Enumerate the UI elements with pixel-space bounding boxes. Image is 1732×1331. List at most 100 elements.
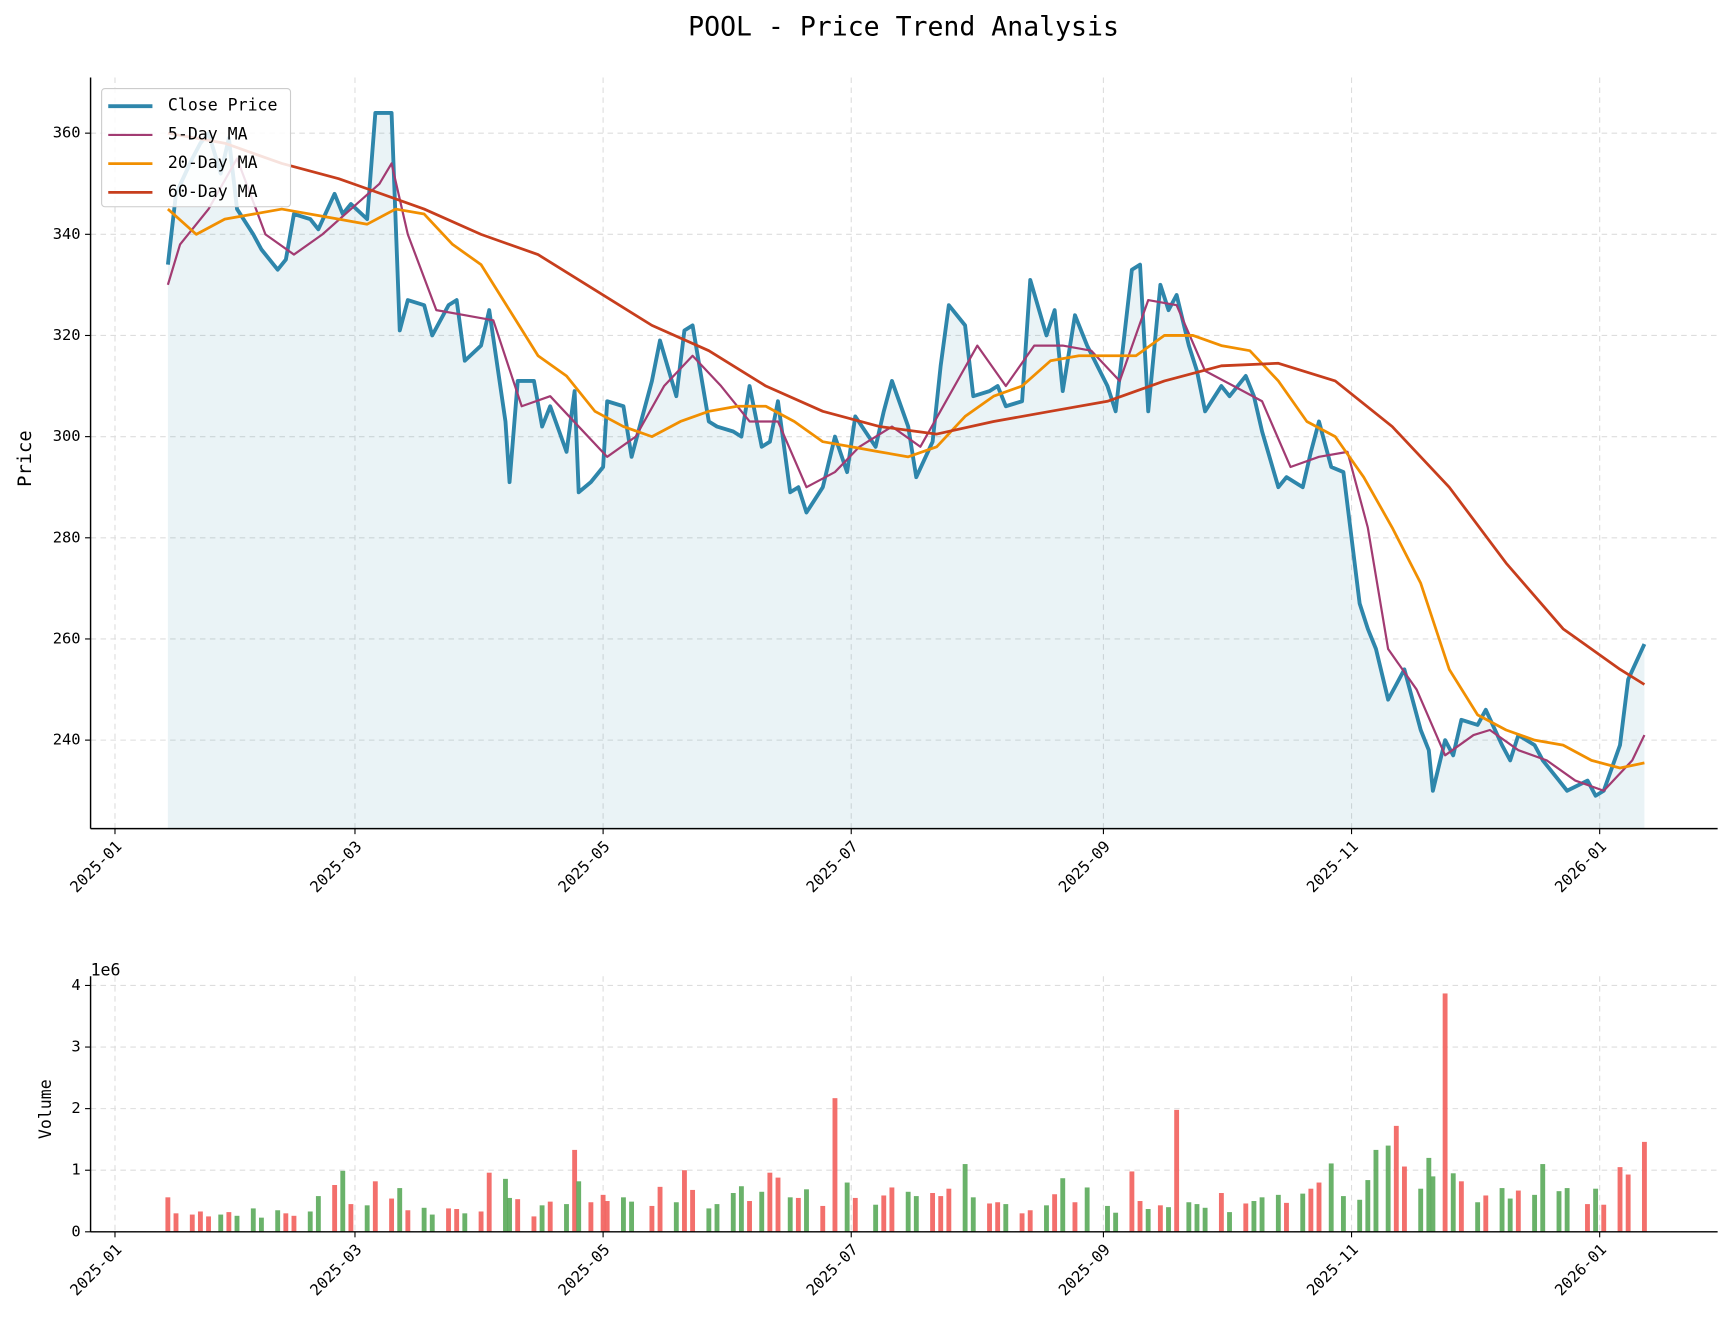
volume-bar [995,1202,1001,1232]
y-axis-label: Price [15,430,36,487]
volume-bar [690,1189,696,1232]
volume-bar [649,1205,655,1232]
volume-bar [531,1216,537,1232]
volume-bar [173,1213,179,1232]
volume-bar [730,1193,736,1232]
volume-bar [1129,1171,1135,1232]
volume-bar [795,1197,801,1232]
volume-bar [930,1193,936,1232]
volume-bar [1475,1202,1481,1232]
volume-bar [446,1208,451,1232]
volume-bar [1564,1188,1570,1232]
volume-bar [340,1170,346,1232]
volume-bar [820,1205,826,1232]
y-tick-label: 300 [53,427,81,445]
volume-bar [682,1170,687,1232]
volume-bar [1060,1178,1066,1232]
volume-bar [1202,1207,1208,1232]
volume-bar [775,1177,781,1232]
volume-bar [405,1210,411,1232]
volume-bar [738,1186,744,1232]
volume-bar [572,1149,578,1232]
y-tick-label: 360 [53,124,81,142]
volume-bar [1601,1204,1607,1232]
volume-bar [1259,1197,1265,1232]
volume-bar [1137,1201,1143,1232]
volume-bar [1113,1212,1119,1232]
volume-bar [1515,1190,1521,1232]
volume-bar [1275,1194,1281,1232]
series-line [165,111,1647,798]
volume-bar [1284,1202,1289,1232]
volume-bar [1617,1167,1623,1232]
volume-bar [307,1211,313,1232]
x-tick-label: 2025-05 [555,1241,614,1300]
volume-bar [515,1199,521,1232]
volume-bar [588,1202,594,1232]
x-tick-label: 2025-11 [1303,1241,1362,1300]
volume-bar [1499,1188,1505,1232]
volume-bar [759,1191,765,1232]
series-line [166,207,1645,770]
volume-bar [889,1187,895,1232]
volume-bar [1426,1157,1432,1232]
volume-bar [1072,1202,1078,1232]
volume-bar [881,1195,887,1232]
legend-label: 60-Day MA [168,182,258,201]
volume-bar [1507,1198,1513,1232]
volume-bar [657,1186,663,1232]
volume-bar [1418,1188,1424,1232]
volume-bar [275,1210,281,1232]
volume-bar [1084,1187,1090,1232]
volume-bar [429,1214,435,1232]
volume-bar [258,1217,264,1232]
volume-bar [913,1196,919,1232]
volume-bar [372,1181,378,1232]
volume-bar [332,1185,338,1232]
volume-bar [1625,1174,1631,1232]
x-tick-label: 2025-01 [67,837,126,896]
volume-bar [1585,1204,1590,1232]
volume-bar [218,1214,224,1232]
volume-bar [767,1172,773,1232]
volume-bar [673,1202,679,1232]
volume-bar [970,1197,976,1232]
volume-bar [421,1207,427,1232]
volume-bar [315,1196,321,1232]
volume-bar [1540,1164,1546,1232]
legend-label: 5-Day MA [168,124,248,143]
volume-bar [478,1211,484,1232]
x-tick-label: 2025-09 [1055,1241,1114,1300]
y-tick-label: 2 [71,1099,80,1117]
y-tick-label: 1 [71,1161,80,1179]
series-line [167,131,1646,686]
volume-bar [1385,1145,1391,1232]
legend-box [101,88,292,208]
volume-bar [1373,1149,1379,1232]
volume-bar [507,1197,512,1232]
volume-bar [454,1209,460,1232]
y-tick-label: 340 [53,225,81,243]
x-tick-label: 2026-01 [1551,1241,1610,1300]
x-tick-label: 2026-01 [1551,837,1610,896]
y-tick-label: 280 [53,528,81,546]
volume-bar [1157,1205,1163,1232]
volume-bar [1052,1194,1058,1232]
volume-bar [486,1172,492,1232]
volume-bar [576,1181,582,1232]
x-tick-label: 2025-03 [307,1241,366,1300]
y-tick-label: 0 [71,1222,80,1240]
volume-bar [1328,1163,1334,1232]
volume-bar [1227,1212,1232,1232]
volume-bar [1027,1210,1033,1232]
volume-bar [1365,1180,1371,1232]
volume-bar [1145,1209,1151,1232]
volume-bar [564,1204,569,1232]
volume-bar [1174,1109,1180,1232]
volume-bar [1044,1205,1049,1232]
volume-bar [852,1197,858,1232]
volume-bar [1393,1125,1399,1232]
volume-bar [1402,1166,1407,1232]
volume-bar [197,1211,203,1232]
